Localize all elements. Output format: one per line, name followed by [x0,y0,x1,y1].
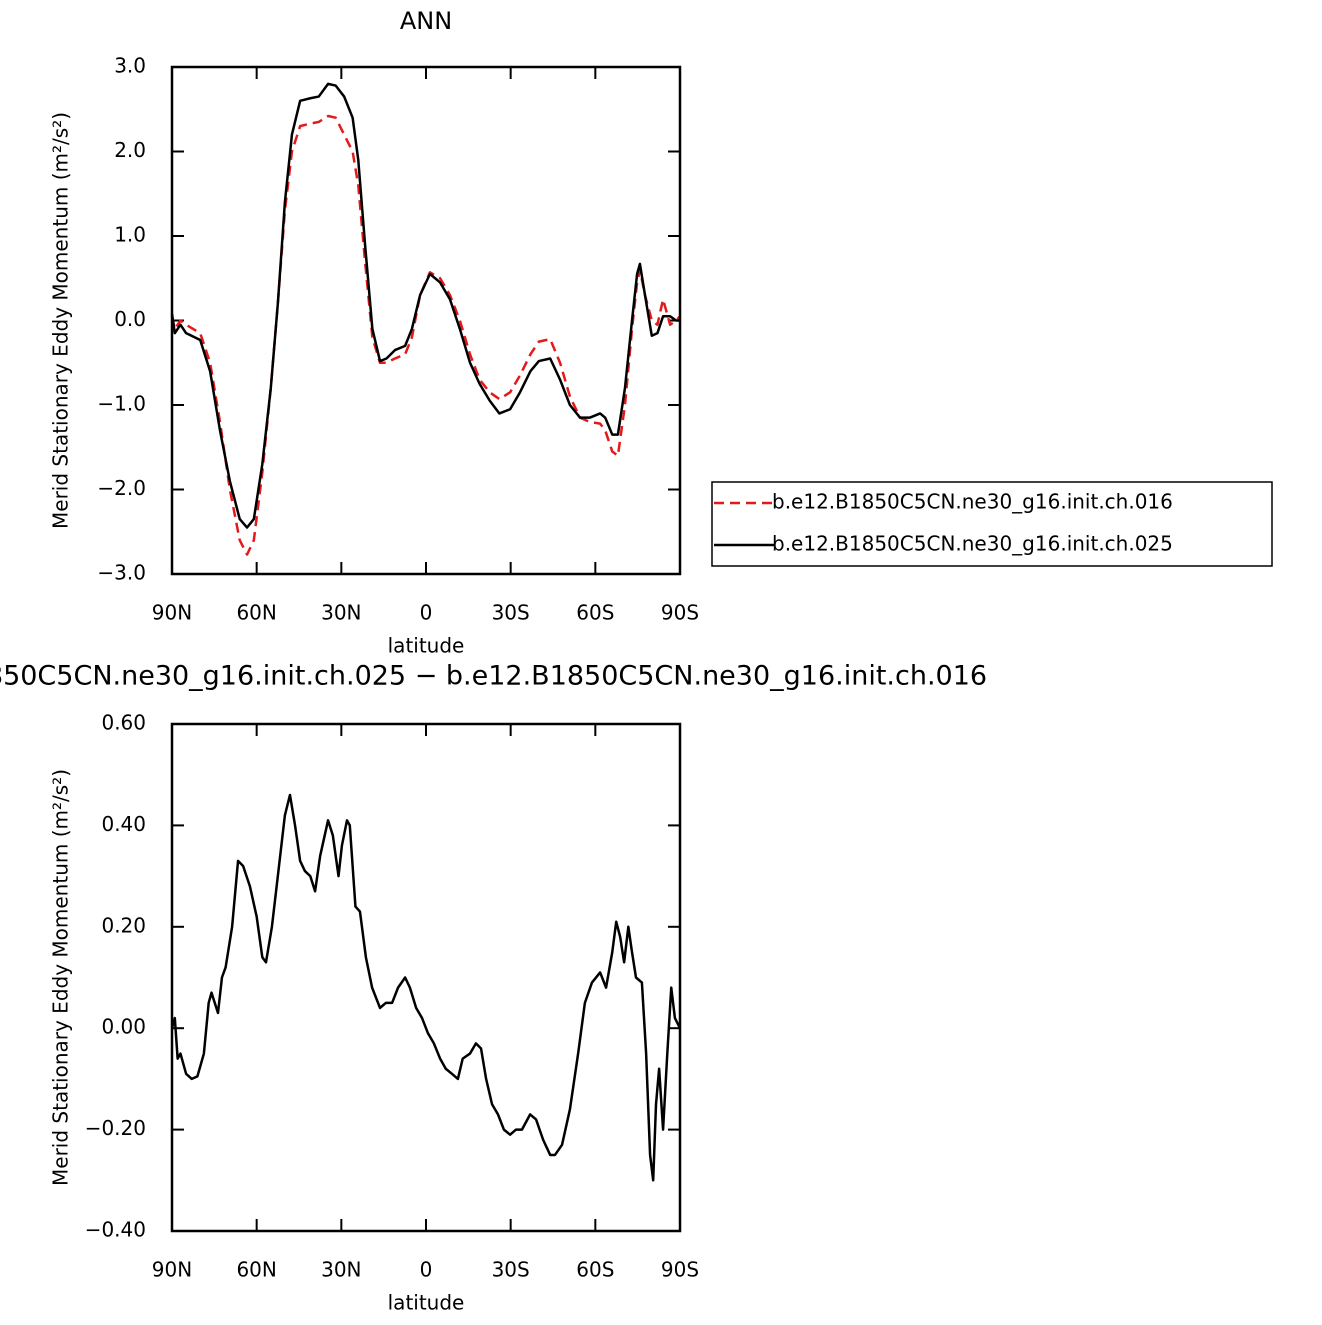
legend-label: b.e12.B1850C5CN.ne30_g16.init.ch.016 [772,490,1173,514]
x-tick-label: 90N [152,1258,192,1282]
y-axis-label: Merid Stationary Eddy Momentum (m²/s²) [49,769,73,1186]
y-tick-label: −3.0 [97,561,146,585]
x-tick-label: 60N [236,1258,276,1282]
x-tick-label: 60S [576,601,614,625]
x-axis-label: latitude [388,634,465,658]
data-line [170,82,680,529]
y-tick-label: 0.60 [101,711,146,735]
y-tick-label: 0.20 [101,913,146,937]
x-tick-label: 30N [321,1258,361,1282]
y-tick-label: 0.00 [101,1015,146,1039]
legend-box [711,481,1273,567]
x-tick-label: 30N [321,601,361,625]
plot-frame [170,65,682,576]
y-tick-label: −1.0 [97,392,146,416]
chart-title: b.e12.B1850C5CN.ne30_g16.init.ch.025 − b… [0,661,987,692]
x-tick-label: 60N [236,601,276,625]
x-axis-label: latitude [388,1291,465,1315]
x-tick-label: 90S [661,601,699,625]
x-tick-label: 60S [576,1258,614,1282]
chart-title: ANN [400,7,452,35]
y-tick-label: −0.20 [85,1116,146,1140]
legend-label: b.e12.B1850C5CN.ne30_g16.init.ch.025 [772,532,1173,556]
x-tick-label: 30S [492,601,530,625]
y-axis-label: Merid Stationary Eddy Momentum (m²/s²) [49,112,73,529]
y-tick-label: 2.0 [114,138,146,162]
x-tick-label: 90N [152,601,192,625]
x-tick-label: 90S [661,1258,699,1282]
y-tick-label: 3.0 [114,54,146,78]
y-tick-label: 0.0 [114,307,146,331]
data-line [170,114,681,556]
y-tick-label: 0.40 [101,812,146,836]
plot-frame [170,722,682,1233]
x-tick-label: 0 [420,601,433,625]
y-tick-label: −2.0 [97,476,146,500]
y-tick-label: −0.40 [85,1218,146,1242]
data-line [170,793,682,1182]
y-tick-label: 1.0 [114,223,146,247]
x-tick-label: 0 [420,1258,433,1282]
x-tick-label: 30S [492,1258,530,1282]
